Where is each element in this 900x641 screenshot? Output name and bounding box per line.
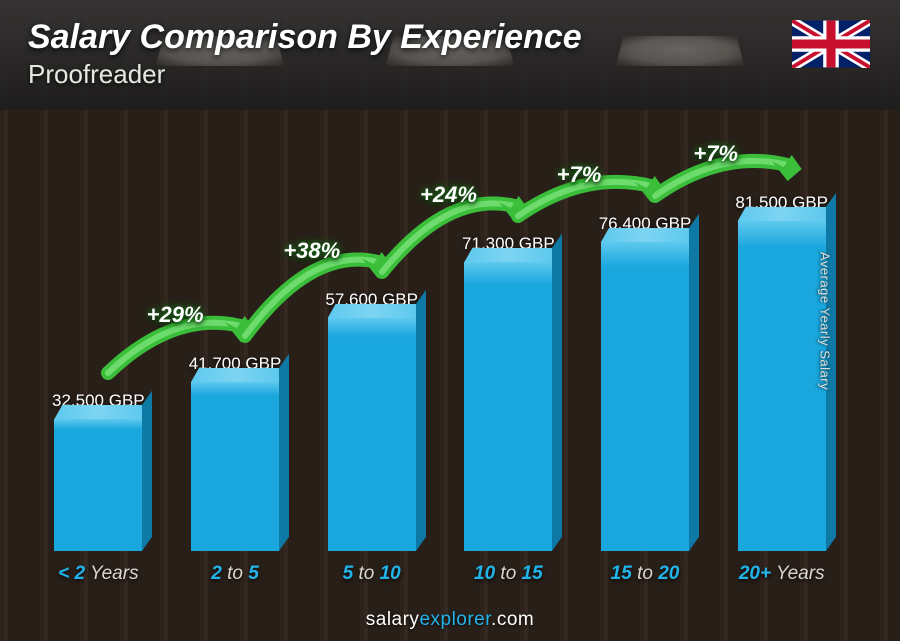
footer-text-prefix: salary <box>366 609 420 630</box>
increase-percentage: +7% <box>557 162 602 188</box>
increase-percentage: +29% <box>147 302 204 328</box>
footer-text-suffix: .com <box>491 609 534 630</box>
bar-side <box>142 391 152 551</box>
increase-percentage: +7% <box>693 141 738 167</box>
bar-side <box>416 290 426 551</box>
bar <box>54 419 142 551</box>
x-axis-label: 20+ Years <box>713 563 850 585</box>
bar-side <box>552 234 562 551</box>
bar-front <box>54 419 142 551</box>
bar-chart: 32,500 GBP41,700 GBP57,600 GBP71,300 GBP… <box>30 110 850 581</box>
uk-flag-icon <box>792 20 870 68</box>
bar-side <box>279 354 289 551</box>
x-axis-labels: < 2 Years2 to 55 to 1010 to 1515 to 2020… <box>30 563 850 585</box>
bar-front <box>738 221 826 551</box>
bar-side <box>689 214 699 551</box>
bar-front <box>601 242 689 551</box>
x-axis-label: < 2 Years <box>30 563 167 585</box>
footer-text-accent: explorer <box>419 609 491 630</box>
footer-branding: salaryexplorer.com <box>0 609 900 631</box>
y-axis-label: Average Yearly Salary <box>817 251 832 389</box>
increase-percentage: +38% <box>283 238 340 264</box>
bar <box>601 242 689 551</box>
x-axis-label: 15 to 20 <box>577 563 714 585</box>
chart-subtitle: Proofreader <box>28 59 872 90</box>
x-axis-label: 5 to 10 <box>303 563 440 585</box>
x-axis-label: 10 to 15 <box>440 563 577 585</box>
increase-percentage: +24% <box>420 182 477 208</box>
chart-header: Salary Comparison By Experience Proofrea… <box>28 18 872 90</box>
bar <box>738 221 826 551</box>
x-axis-label: 2 to 5 <box>167 563 304 585</box>
chart-title: Salary Comparison By Experience <box>28 18 872 57</box>
